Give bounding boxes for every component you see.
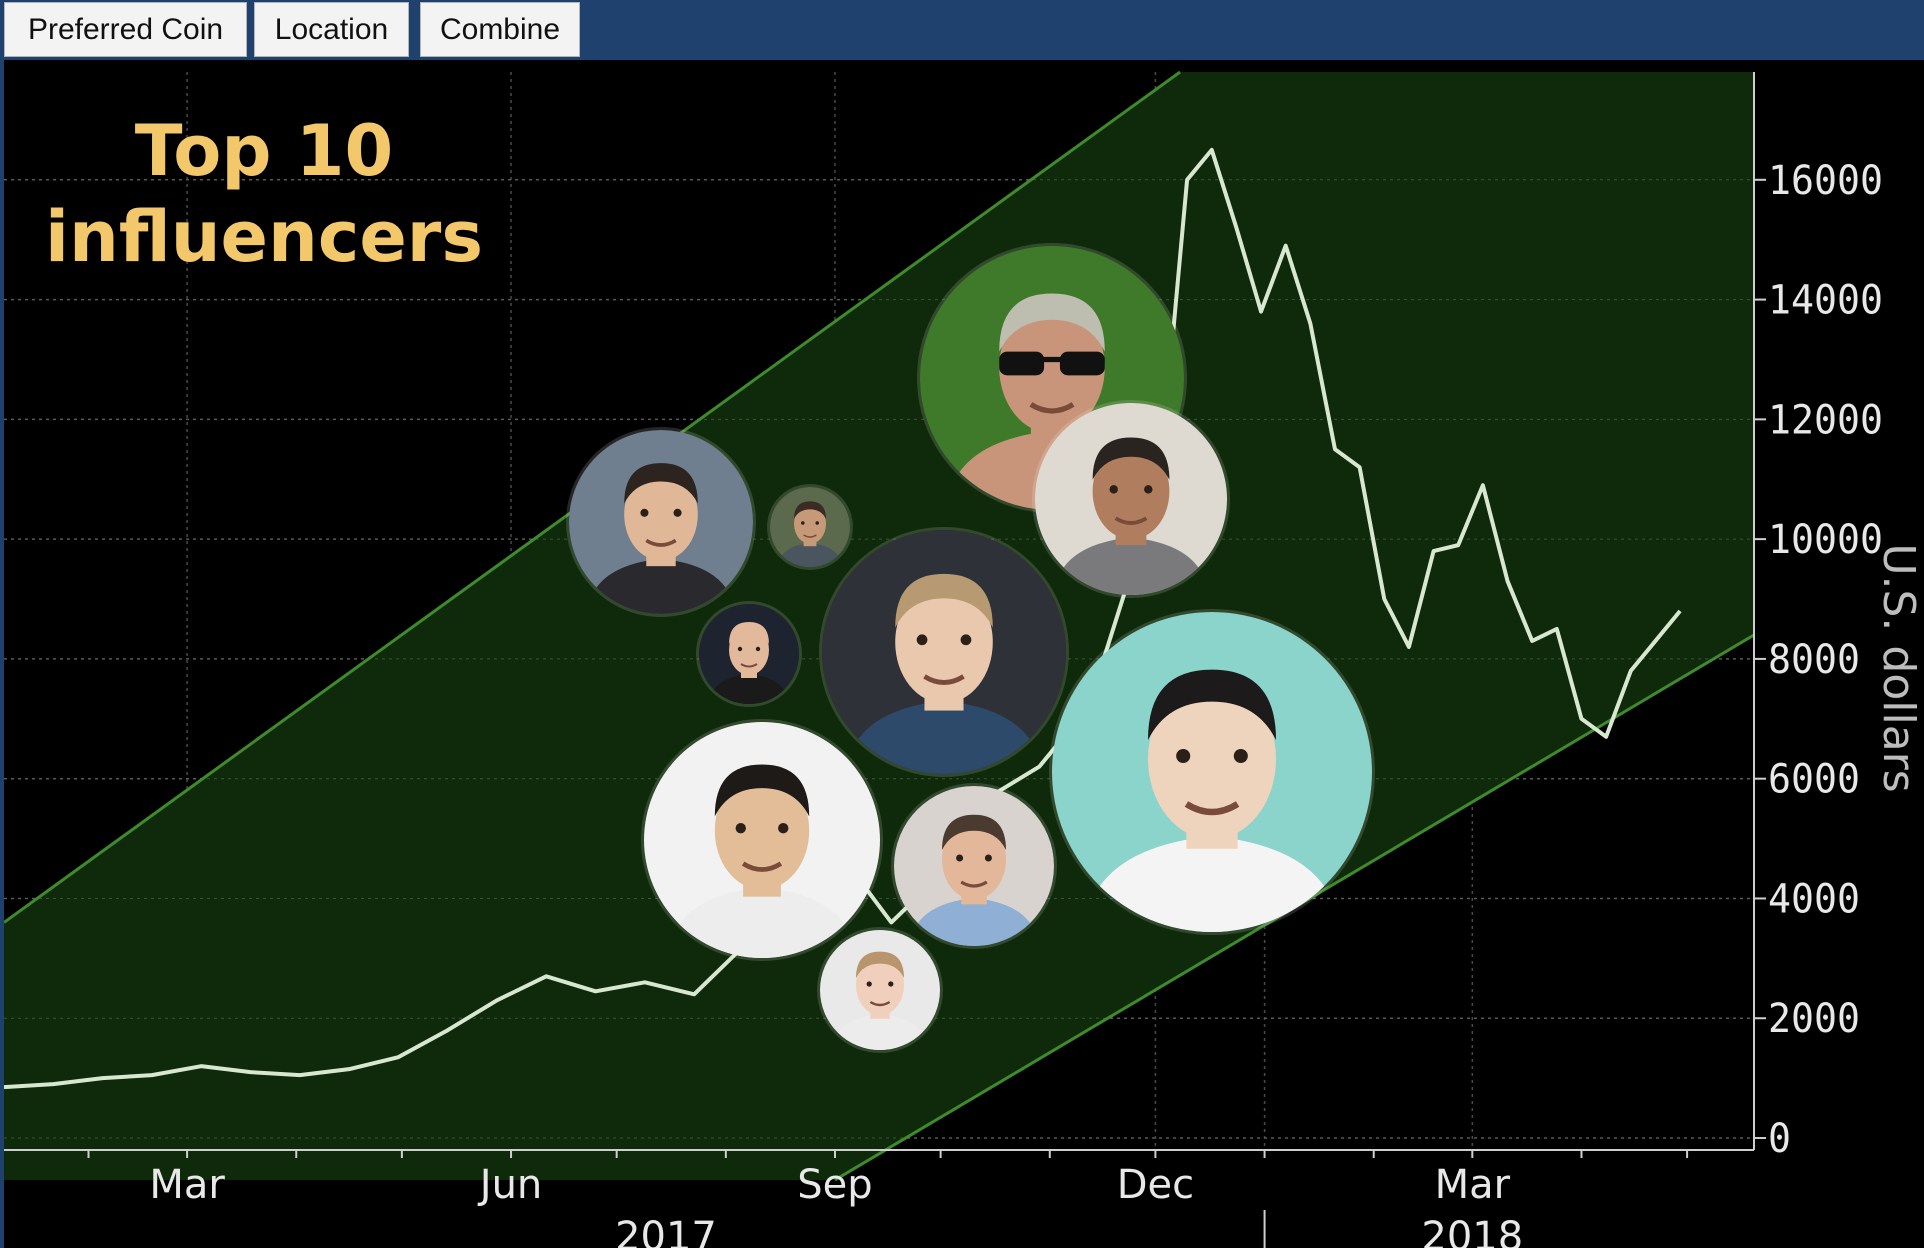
- influencer-bubble-young-blond-man[interactable]: [822, 530, 1066, 774]
- x-tick-label: Mar: [1435, 1162, 1511, 1208]
- person-icon: [822, 530, 1066, 774]
- x-tick-label: Sep: [797, 1162, 872, 1208]
- person-icon: [820, 930, 940, 1050]
- headline-line-2: influencers: [44, 196, 483, 278]
- y-tick-label: 12000: [1768, 397, 1883, 443]
- person-icon: [770, 487, 850, 567]
- y-tick-label: 8000: [1768, 637, 1860, 683]
- person-icon: [644, 722, 880, 958]
- year-label: 2017: [615, 1214, 717, 1248]
- axes: 0 2000 4000 6000 8000 10000 12000 14000 16000 Mar…: [4, 72, 1924, 1248]
- x-tick-label: Mar: [149, 1162, 225, 1208]
- x-tick-label: Dec: [1117, 1162, 1194, 1208]
- y-tick-label: 14000: [1768, 278, 1883, 324]
- person-icon: [1052, 612, 1372, 932]
- y-axis-title: U.S. dollars: [1873, 543, 1924, 792]
- headline-line-1: Top 10: [134, 110, 394, 192]
- y-tick-label: 4000: [1768, 876, 1860, 922]
- influencer-bubble-bald-man[interactable]: [699, 604, 799, 704]
- person-icon: [1035, 403, 1227, 595]
- y-tick-label: 0: [1768, 1116, 1791, 1162]
- y-tick-label: 2000: [1768, 996, 1860, 1042]
- top-toolbar: Preferred Coin Location Combine: [0, 0, 1924, 60]
- y-tick-label: 6000: [1768, 757, 1860, 803]
- tab-location[interactable]: Location: [254, 2, 409, 57]
- y-tick-label: 10000: [1768, 517, 1883, 563]
- influencer-bubble-curly-hair-man[interactable]: [1035, 403, 1227, 595]
- chart-stage: 0 2000 4000 6000 8000 10000 12000 14000 16000 Mar…: [4, 60, 1924, 1248]
- y-tick-label: 16000: [1768, 158, 1883, 204]
- tab-combine[interactable]: Combine: [420, 2, 580, 57]
- tab-preferred-coin[interactable]: Preferred Coin: [4, 2, 247, 57]
- person-icon: [894, 786, 1054, 946]
- person-icon: [569, 430, 753, 614]
- influencer-bubble-glasses-free-man[interactable]: [644, 722, 880, 958]
- influencer-bubble-tron-man[interactable]: [1052, 612, 1372, 932]
- influencer-bubble-small-bearded-man[interactable]: [770, 487, 850, 567]
- influencer-bubble-young-pale-man[interactable]: [820, 930, 940, 1050]
- influencer-bubble-blue-shirt-man[interactable]: [894, 786, 1054, 946]
- x-tick-label: Jun: [477, 1162, 543, 1208]
- influencer-bubble-smiling-suit-man[interactable]: [569, 430, 753, 614]
- year-label: 2018: [1421, 1214, 1523, 1248]
- person-icon: [699, 604, 799, 704]
